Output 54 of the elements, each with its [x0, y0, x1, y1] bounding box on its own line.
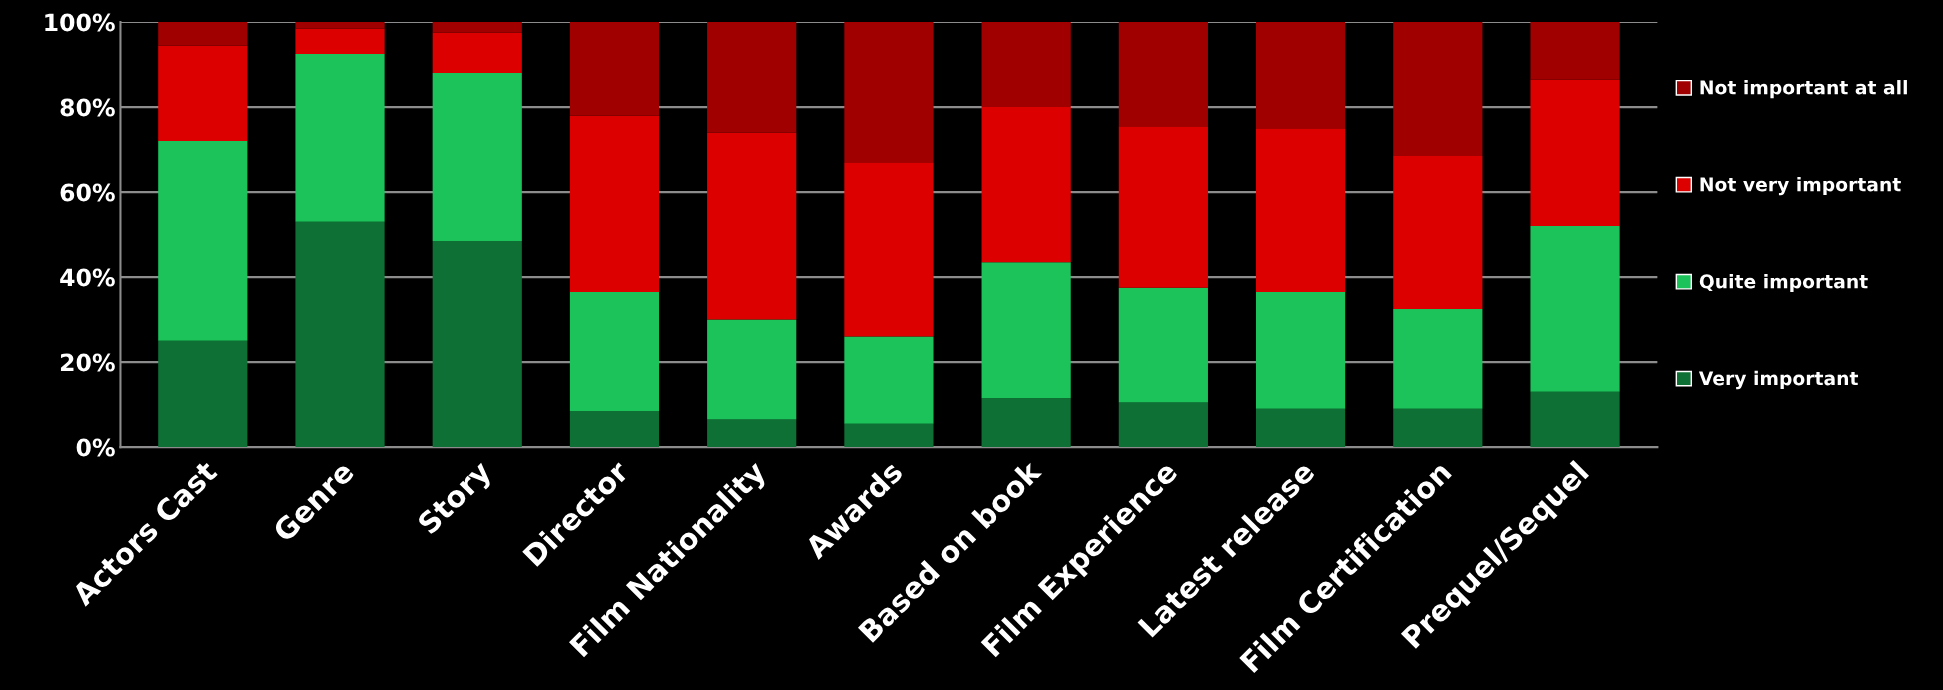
y-tick-label: 20%	[60, 353, 115, 372]
bar	[295, 28, 385, 54]
bar	[1530, 391, 1620, 448]
bar	[1530, 79, 1620, 227]
bar	[1393, 308, 1483, 409]
bar	[1256, 128, 1346, 292]
bar	[158, 22, 248, 46]
bar	[844, 162, 934, 337]
y-tick-label: 80%	[60, 98, 115, 117]
bar	[432, 22, 522, 33]
bar	[1118, 22, 1208, 127]
bar	[158, 45, 248, 142]
bar	[1393, 22, 1483, 156]
bar	[981, 107, 1071, 263]
bar	[707, 319, 797, 420]
legend-label: Very important	[1698, 370, 1859, 390]
bar	[1256, 408, 1346, 448]
bar	[295, 221, 385, 448]
bar	[569, 410, 660, 448]
y-tick-label: 0%	[76, 438, 115, 457]
bar	[1256, 22, 1346, 129]
bar	[1530, 226, 1620, 392]
legend-label: Not important at all	[1700, 80, 1907, 99]
bar	[1256, 291, 1346, 409]
bar	[569, 22, 660, 116]
bar	[981, 398, 1071, 448]
bar	[844, 423, 934, 448]
bar	[158, 340, 248, 448]
bar	[844, 22, 934, 163]
bar	[295, 22, 385, 29]
bar	[707, 132, 797, 320]
bar	[1118, 126, 1208, 288]
bar	[1530, 22, 1620, 80]
bar	[295, 53, 385, 222]
y-tick-label: 100%	[45, 13, 115, 32]
bar	[432, 32, 522, 74]
legend-label: Not very important	[1700, 176, 1901, 196]
bar	[981, 262, 1071, 399]
bar	[981, 22, 1071, 108]
bar	[432, 73, 522, 241]
bar	[1118, 287, 1208, 403]
bar	[569, 291, 660, 411]
bar	[1118, 402, 1208, 448]
legend-label: Quite important	[1699, 273, 1868, 293]
bar	[1393, 155, 1483, 309]
y-tick-label: 40%	[60, 268, 115, 287]
bar	[569, 115, 660, 292]
bar	[432, 240, 522, 448]
bar	[707, 22, 797, 133]
bar	[1393, 408, 1483, 448]
bar	[707, 419, 797, 448]
bar	[844, 336, 934, 424]
bar	[158, 141, 248, 341]
y-tick-label: 60%	[60, 183, 115, 202]
